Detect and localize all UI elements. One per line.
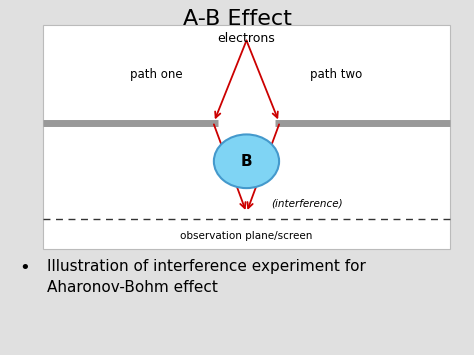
Text: Illustration of interference experiment for
Aharonov-Bohm effect: Illustration of interference experiment … — [47, 259, 366, 295]
Text: B: B — [241, 154, 252, 169]
FancyBboxPatch shape — [43, 25, 450, 248]
Text: observation plane/screen: observation plane/screen — [180, 231, 313, 241]
Text: path one: path one — [130, 67, 183, 81]
Text: electrons: electrons — [218, 32, 275, 45]
Text: A-B Effect: A-B Effect — [182, 9, 292, 29]
Text: (interference): (interference) — [271, 199, 343, 209]
Text: path two: path two — [310, 67, 362, 81]
Ellipse shape — [214, 135, 279, 188]
Text: •: • — [19, 259, 30, 277]
